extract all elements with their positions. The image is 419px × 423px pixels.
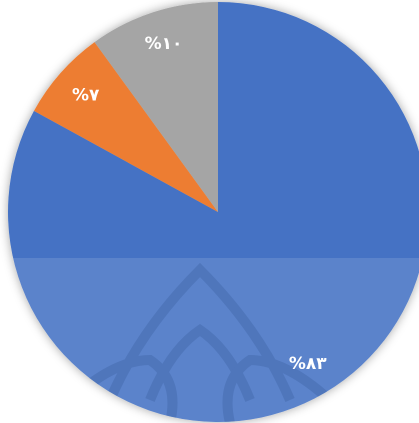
pie-slice xyxy=(94,2,218,212)
pie-slice xyxy=(33,42,218,212)
labels: %۸۳ %۷ %۱۰ xyxy=(72,34,327,374)
data-label: %۷ xyxy=(72,85,100,105)
pie-slice xyxy=(8,2,419,422)
data-label: %۸۳ xyxy=(289,354,327,374)
pie xyxy=(8,2,419,422)
watermark xyxy=(8,258,419,422)
data-label: %۱۰ xyxy=(145,34,183,54)
